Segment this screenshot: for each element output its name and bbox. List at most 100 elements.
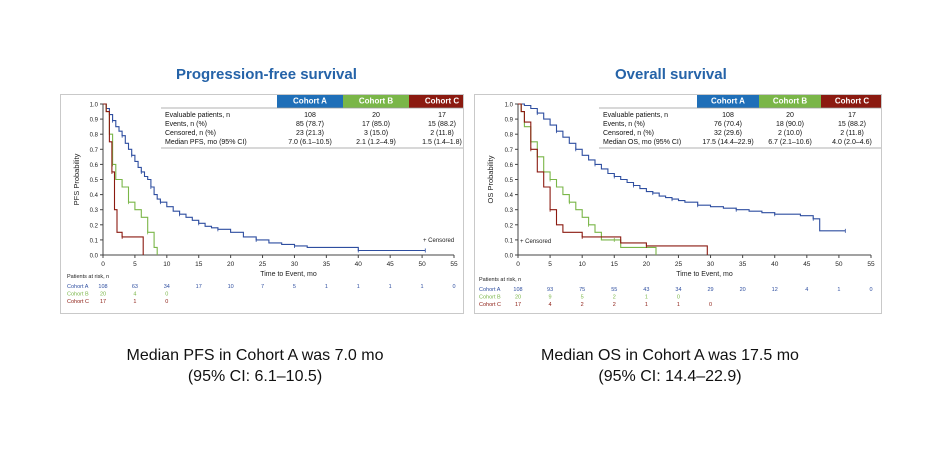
os-risk-value: 75 xyxy=(579,287,585,293)
os-risk-value: 17 xyxy=(515,302,521,308)
pfs-y-tick-label: 0.7 xyxy=(90,148,99,154)
pfs-y-tick-label: 0.8 xyxy=(90,133,99,139)
pfs-x-tick-label: 5 xyxy=(133,261,137,268)
pfs-y-tick-label: 0.4 xyxy=(90,193,99,199)
os-chart: 0.00.10.20.30.40.50.60.70.80.91.00 5 10 15 2… xyxy=(479,93,883,308)
os-table-row-label: Censored, n (%) xyxy=(603,130,654,137)
os-x-tick-label: 40 xyxy=(771,261,779,268)
os-risk-title: Patients at risk, n xyxy=(479,277,521,283)
os-y-tick-label: 0.0 xyxy=(505,254,514,260)
os-x-tick-label: 0 xyxy=(516,261,520,268)
pfs-risk-value: 108 xyxy=(98,284,107,290)
os-table-row-label: Events, n (%) xyxy=(603,121,645,128)
os-table-cell: 17.5 (14.4–22.9) xyxy=(702,139,753,146)
os-caption: Median OS in Cohort A was 17.5 mo (95% C… xyxy=(520,345,820,387)
os-table-cell: 20 xyxy=(786,112,794,119)
pfs-table-header-bg xyxy=(409,93,475,108)
os-table-header-bg xyxy=(697,93,759,108)
pfs-table-header-2: Cohort B xyxy=(359,97,393,106)
pfs-y-tick-label: 0.9 xyxy=(90,118,99,124)
os-table-cell: 6.7 (2.1–10.6) xyxy=(768,139,812,146)
pfs-table-cell: 2 (11.8) xyxy=(430,130,454,137)
os-risk-label: Cohort B xyxy=(479,295,501,301)
pfs-risk-value: 1 xyxy=(325,284,328,290)
os-risk-value: 0 xyxy=(677,295,680,301)
os-y-tick-label: 0.3 xyxy=(505,208,514,214)
os-y-tick-label: 0.7 xyxy=(505,148,514,154)
os-table-cell: 18 (90.0) xyxy=(776,121,804,128)
os-x-tick-label: 55 xyxy=(867,261,875,268)
os-y-tick-label: 0.4 xyxy=(505,193,514,199)
pfs-table-cell: 17 xyxy=(438,112,446,119)
os-table-cell: 32 (29.6) xyxy=(714,130,742,137)
os-risk-value: 5 xyxy=(581,295,584,301)
os-table-cell: 108 xyxy=(722,112,734,119)
pfs-x-tick-label: 35 xyxy=(323,261,331,268)
os-table-cell: 17 xyxy=(848,112,856,119)
pfs-risk-label: Cohort A xyxy=(67,284,89,290)
pfs-risk-title: Patients at risk, n xyxy=(67,274,109,280)
pfs-table-cell: 2.1 (1.2–4.9) xyxy=(356,139,396,146)
pfs-table-row-label: Censored, n (%) xyxy=(165,130,216,137)
pfs-y-tick-label: 0.1 xyxy=(90,238,99,244)
os-risk-value: 2 xyxy=(613,302,616,308)
os-risk-value: 1 xyxy=(677,302,680,308)
pfs-x-tick-label: 25 xyxy=(259,261,267,268)
pfs-x-tick-label: 45 xyxy=(387,261,395,268)
pfs-table-cell: 7.0 (6.1–10.5) xyxy=(288,139,332,146)
os-risk-value: 20 xyxy=(740,287,746,293)
pfs-table-header-3: Cohort C xyxy=(425,97,459,106)
pfs-table-cell: 3 (15.0) xyxy=(364,130,388,137)
os-y-tick-label: 1.0 xyxy=(505,103,514,109)
os-risk-value: 0 xyxy=(869,287,872,293)
pfs-risk-value: 17 xyxy=(196,284,202,290)
pfs-series-cohort-a xyxy=(103,103,426,252)
os-x-tick-label: 50 xyxy=(835,261,843,268)
pfs-risk-value: 1 xyxy=(389,284,392,290)
os-y-tick-label: 0.2 xyxy=(505,223,514,229)
pfs-x-tick-label: 10 xyxy=(163,261,171,268)
pfs-risk-value: 17 xyxy=(100,299,106,305)
pfs-table-cell: 108 xyxy=(304,112,316,119)
os-y-axis-label: OS Probability xyxy=(486,155,495,203)
pfs-table-cell: 15 (88.2) xyxy=(428,121,456,128)
os-risk-value: 2 xyxy=(581,302,584,308)
pfs-y-tick-label: 0.2 xyxy=(90,223,99,229)
pfs-risk-value: 1 xyxy=(133,299,136,305)
pfs-table-cell: 23 (21.3) xyxy=(296,130,324,137)
os-risk-value: 9 xyxy=(549,295,552,301)
pfs-risk-value: 10 xyxy=(228,284,234,290)
os-risk-value: 55 xyxy=(611,287,617,293)
pfs-risk-label: Cohort C xyxy=(67,299,89,305)
pfs-panel-title: Progression-free survival xyxy=(176,66,357,83)
pfs-series-cohort-c xyxy=(103,103,144,255)
pfs-table-header-bg xyxy=(277,93,343,108)
os-table-header-bg xyxy=(821,93,883,108)
os-x-tick-label: 15 xyxy=(611,261,619,268)
pfs-y-tick-label: 0.6 xyxy=(90,163,99,169)
os-table-cell: 15 (88.2) xyxy=(838,121,866,128)
pfs-caption-line2: (95% CI: 6.1–10.5) xyxy=(187,368,323,385)
pfs-y-axis-label: PFS Probability xyxy=(72,153,81,205)
pfs-risk-value: 7 xyxy=(261,284,264,290)
os-y-tick-label: 0.6 xyxy=(505,163,514,169)
os-risk-value: 108 xyxy=(513,287,522,293)
pfs-x-tick-label: 40 xyxy=(355,261,363,268)
os-risk-value: 29 xyxy=(707,287,713,293)
os-x-tick-label: 25 xyxy=(675,261,683,268)
os-table-header-2: Cohort B xyxy=(773,97,807,106)
os-table-header-bg xyxy=(759,93,821,108)
os-caption-line1: Median OS in Cohort A was 17.5 mo xyxy=(541,347,799,364)
os-table-cell: 76 (70.4) xyxy=(714,121,742,128)
os-risk-value: 1 xyxy=(837,287,840,293)
pfs-table-row-label: Evaluable patients, n xyxy=(165,112,230,119)
os-x-tick-label: 45 xyxy=(803,261,811,268)
pfs-risk-value: 4 xyxy=(133,292,136,298)
pfs-x-axis-label: Time to Event, mo xyxy=(260,271,317,278)
os-risk-value: 20 xyxy=(515,295,521,301)
pfs-table-header-1: Cohort A xyxy=(293,97,327,106)
pfs-table-cell: 17 (85.0) xyxy=(362,121,390,128)
pfs-y-tick-label: 0.3 xyxy=(90,208,99,214)
os-table-cell: 4.0 (2.0–4.6) xyxy=(832,139,872,146)
os-table-cell: 2 (11.8) xyxy=(840,130,864,137)
